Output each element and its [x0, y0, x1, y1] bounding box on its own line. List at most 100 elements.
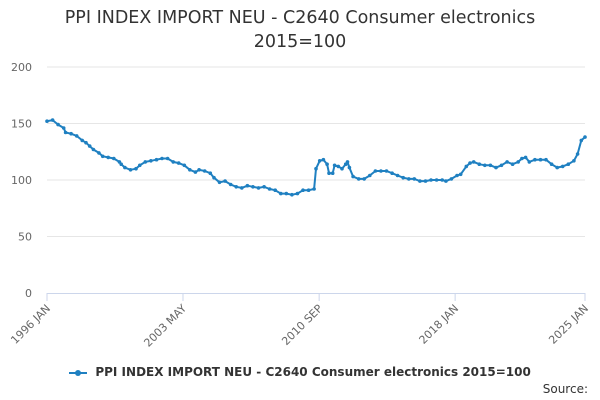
data-point [154, 157, 159, 162]
x-tick-label: 2010 SEP [279, 302, 325, 348]
data-point [97, 151, 101, 155]
data-point [455, 173, 459, 178]
data-point [523, 155, 528, 160]
data-point [312, 187, 316, 191]
legend[interactable]: PPI INDEX IMPORT NEU - C2640 Consumer el… [0, 365, 600, 379]
data-point [160, 156, 164, 161]
data-point [345, 160, 350, 164]
data-point [134, 166, 138, 171]
data-point [61, 126, 66, 130]
x-tick-label: 2025 JAN [546, 302, 591, 347]
data-point [429, 178, 433, 182]
data-point [575, 152, 580, 156]
data-point [332, 163, 337, 168]
data-point [477, 162, 482, 166]
data-point [317, 159, 322, 163]
data-point [123, 165, 127, 170]
data-point [306, 188, 311, 192]
data-point [440, 178, 445, 182]
data-point [165, 156, 170, 161]
chart-title-line: PPI INDEX IMPORT NEU - C2640 Consumer el… [64, 8, 536, 28]
data-point [330, 171, 335, 175]
data-point [423, 179, 428, 183]
data-point [256, 186, 261, 190]
data-point [119, 162, 123, 166]
legend-series-label: PPI INDEX IMPORT NEU - C2640 Consumer el… [95, 365, 531, 379]
data-point [555, 165, 559, 170]
data-point [295, 191, 300, 196]
data-point [217, 180, 222, 185]
data-point [505, 160, 509, 164]
data-point [267, 187, 272, 191]
series-line [46, 119, 586, 196]
data-point [412, 177, 417, 181]
data-point [566, 162, 571, 166]
data-point [549, 162, 554, 166]
data-point [520, 156, 524, 161]
data-point [340, 166, 344, 171]
x-tick-label: 2018 JAN [417, 302, 462, 347]
data-point [373, 169, 378, 173]
data-point [384, 169, 389, 173]
data-point [212, 175, 216, 180]
chart-subtitle: 2015=100 [253, 32, 347, 52]
data-point [533, 157, 537, 162]
data-point [560, 164, 565, 169]
data-point [314, 166, 318, 171]
data-point [464, 164, 469, 169]
data-point [56, 122, 60, 127]
data-point [488, 163, 493, 168]
data-point [84, 140, 88, 145]
data-point [321, 157, 326, 162]
data-point [63, 130, 68, 135]
y-tick-label: 100 [11, 174, 32, 187]
data-point [510, 162, 515, 166]
data-point [245, 183, 250, 188]
data-point [444, 179, 448, 183]
x-tick-label: 2003 MAY [141, 302, 189, 350]
data-point [401, 175, 406, 180]
data-point [290, 192, 294, 197]
y-tick-label: 50 [18, 231, 32, 244]
data-point [50, 118, 55, 122]
data-point [327, 171, 331, 175]
data-point [228, 182, 233, 187]
data-point [379, 169, 383, 173]
data-point [434, 178, 439, 182]
data-point [273, 188, 278, 192]
data-point [494, 165, 498, 170]
data-point [418, 179, 422, 183]
data-point [251, 185, 255, 189]
data-point [538, 157, 543, 162]
data-point [347, 165, 352, 170]
source-label: Source: [542, 382, 588, 396]
data-point [143, 160, 148, 164]
data-point [138, 163, 142, 168]
data-point [182, 163, 187, 168]
data-point [45, 119, 49, 123]
data-point [336, 164, 341, 169]
y-tick-label: 150 [11, 118, 32, 131]
data-point [128, 168, 133, 172]
data-point [390, 171, 394, 175]
data-point [91, 147, 96, 152]
data-point [74, 134, 79, 138]
data-point [100, 154, 105, 159]
data-point [188, 168, 192, 172]
data-point [583, 135, 587, 139]
x-tick-label: 1996 JAN [8, 302, 53, 347]
data-point [368, 173, 372, 178]
data-point [197, 168, 201, 172]
data-point [176, 161, 181, 165]
data-point [69, 131, 73, 136]
data-point [234, 185, 238, 189]
data-point [449, 177, 454, 181]
y-tick-label: 200 [11, 61, 32, 74]
legend-line-marker-icon [69, 368, 88, 378]
data-point [362, 177, 367, 181]
data-point [572, 159, 576, 163]
data-point [395, 173, 400, 178]
data-point [516, 160, 520, 164]
data-point [284, 191, 289, 196]
